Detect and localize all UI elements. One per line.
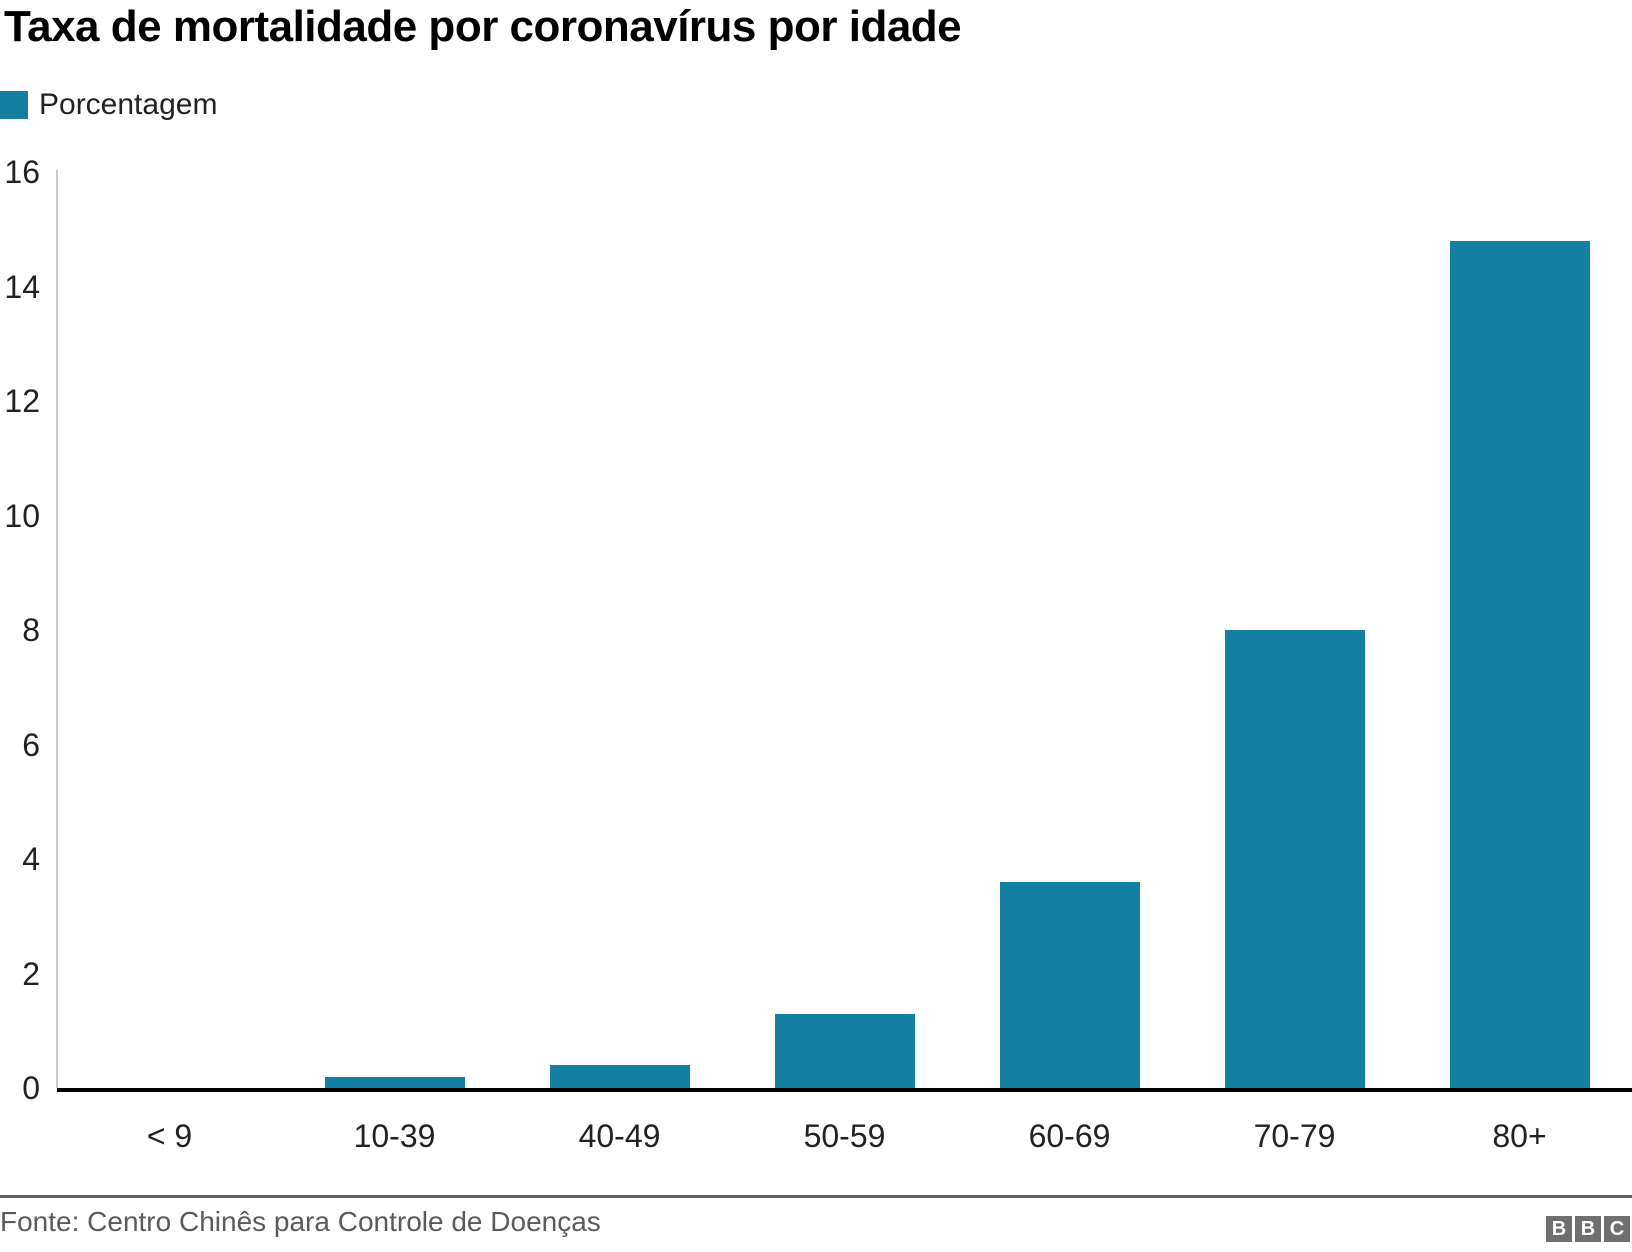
footer-divider [0, 1195, 1632, 1198]
y-axis-tick-label: 16 [4, 154, 40, 190]
x-axis-label: 80+ [1492, 1118, 1547, 1154]
chart-title: Taxa de mortalidade por coronavírus por … [4, 2, 962, 51]
x-axis-label: < 9 [146, 1118, 193, 1154]
y-axis-tick-label: 2 [22, 955, 40, 992]
y-axis-tick-label: 8 [22, 612, 40, 648]
x-axis-label: 40-49 [578, 1118, 661, 1154]
bbc-logo-letter: B [1546, 1216, 1572, 1242]
x-axis-line [57, 1088, 1632, 1092]
bbc-logo-letter: B [1575, 1216, 1601, 1242]
bar-40-49 [549, 1065, 690, 1088]
legend: Porcentagem [0, 88, 217, 122]
y-axis-tick-label: 12 [4, 383, 40, 419]
x-axis-label: 50-59 [803, 1118, 886, 1154]
bar-50-59 [774, 1013, 915, 1088]
legend-swatch-icon [0, 91, 28, 119]
y-axis-line [56, 170, 58, 1088]
legend-label: Porcentagem [39, 88, 218, 121]
x-axis-label: 70-79 [1253, 1118, 1336, 1154]
bar-70-79 [1224, 630, 1365, 1088]
source-text: Fonte: Centro Chinês para Controle de Do… [0, 1206, 601, 1237]
y-axis-tick-label: 10 [4, 497, 40, 534]
y-axis-tick-label: 6 [22, 726, 40, 763]
y-axis-tick-label: 0 [22, 1070, 40, 1106]
y-axis-tick-label: 14 [4, 268, 40, 305]
bar-80+ [1449, 240, 1590, 1088]
x-axis-label: 10-39 [353, 1118, 436, 1154]
y-axis-tick-label: 4 [22, 841, 40, 877]
bar-10-39 [324, 1076, 465, 1088]
bbc-logo-letter: C [1604, 1216, 1630, 1242]
x-axis-label: 60-69 [1028, 1118, 1111, 1154]
bar-60-69 [999, 881, 1140, 1088]
